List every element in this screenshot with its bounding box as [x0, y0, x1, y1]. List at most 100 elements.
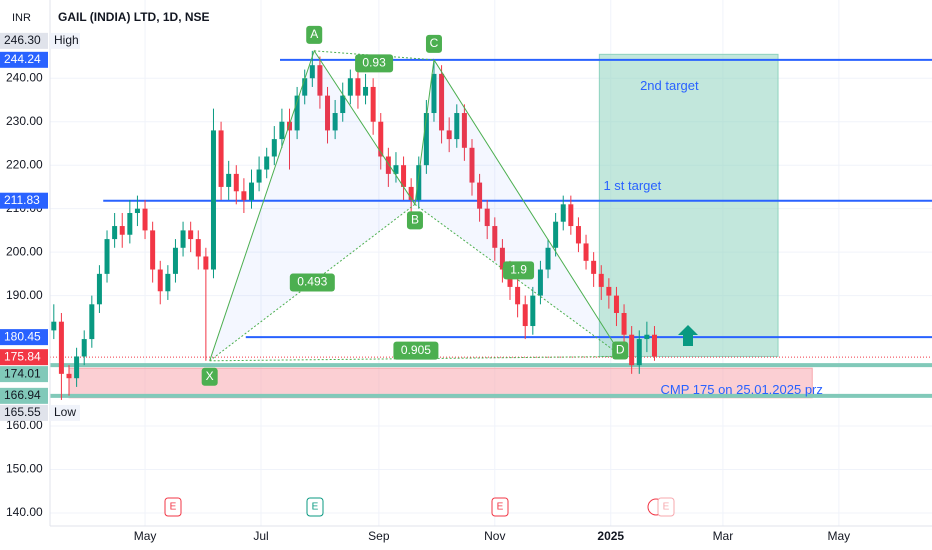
y-tick-label: 200.00	[6, 244, 43, 258]
candle-body	[332, 113, 338, 131]
price-tag	[0, 51, 48, 68]
candle-body	[446, 130, 452, 140]
candle-body	[294, 95, 300, 131]
earnings-label: E	[497, 502, 504, 513]
candle-body	[317, 65, 323, 96]
candles	[51, 50, 657, 400]
prz-label: CMP 175 on 25.01.2025 prz	[661, 382, 823, 397]
pattern: 0.93 0.493 1.9 0.905 X A B C D	[201, 25, 629, 386]
price-tag	[0, 192, 48, 209]
price-tag	[0, 366, 48, 383]
x-tick-label: Mar	[713, 529, 734, 543]
candle-body	[264, 156, 270, 170]
candle-body	[241, 191, 247, 200]
candle-body	[439, 73, 445, 131]
y-tick-label: 140.00	[6, 505, 43, 519]
pattern-fill	[414, 59, 623, 357]
candle-body	[553, 221, 559, 248]
candle-body	[210, 130, 216, 270]
candle-body	[416, 165, 422, 200]
point-badge	[425, 34, 442, 53]
price-tag	[0, 404, 48, 421]
candle-body	[560, 204, 566, 222]
candle-body	[134, 208, 140, 214]
point-label: X	[206, 369, 214, 383]
candle-body	[606, 286, 612, 296]
candle-body	[142, 208, 148, 231]
ratio-label: 0.493	[297, 275, 327, 289]
ratio-badge	[393, 341, 439, 360]
candle-body	[515, 286, 521, 305]
candle-body	[112, 226, 118, 240]
x-tick-label: Jul	[253, 529, 268, 543]
candle-body	[127, 213, 133, 235]
candle-body	[180, 230, 186, 248]
price-tag-label: 165.55	[4, 405, 41, 419]
currency: INR	[12, 12, 31, 24]
candle-body	[378, 121, 384, 157]
candle-body	[629, 334, 635, 366]
price-note: Low	[54, 405, 76, 419]
candle-body	[621, 312, 627, 335]
candle-body	[598, 273, 604, 287]
ratio-line	[414, 203, 623, 357]
price-tag-label: 180.45	[4, 329, 41, 343]
point-label: C	[430, 36, 439, 50]
candle-body	[545, 247, 551, 270]
point-label: D	[616, 343, 625, 357]
point-badge	[201, 367, 218, 386]
candle-body	[393, 165, 399, 174]
chart-title: GAIL (INDIA) LTD, 1D, NSE	[58, 10, 210, 24]
target-label: 2nd target	[640, 78, 699, 93]
candle-body	[81, 339, 87, 357]
price-tag	[0, 32, 48, 49]
candle-body	[469, 147, 475, 183]
y-tick-label: 240.00	[6, 70, 43, 84]
candle-body	[355, 78, 361, 96]
earnings-badge	[657, 497, 675, 517]
y-tick-label: 220.00	[6, 157, 43, 171]
target-box	[598, 53, 779, 357]
candle-body	[568, 204, 574, 227]
point-badge	[612, 341, 629, 360]
axis: 240.00230.00220.00210.00200.00190.00160.…	[6, 70, 850, 543]
candle-body	[89, 304, 95, 340]
candle-body	[287, 121, 293, 131]
price-tag-label: 174.01	[4, 366, 41, 380]
candle-body	[309, 65, 315, 79]
candle-body	[575, 226, 581, 244]
candle-body	[408, 186, 414, 200]
y-tick-label: 160.00	[6, 418, 43, 432]
candle-body	[423, 113, 429, 166]
price-tag-label: 246.30	[4, 33, 41, 47]
candle-body	[477, 182, 483, 209]
candle-body	[256, 169, 262, 183]
candle-body	[613, 295, 619, 313]
ratio-badge	[355, 54, 394, 73]
candle-body	[522, 304, 528, 327]
candle-body	[104, 239, 110, 274]
candle-body	[499, 247, 505, 270]
ratio-badge	[503, 261, 535, 280]
candle-body	[340, 95, 346, 114]
candle-body	[370, 86, 376, 122]
point-label: B	[411, 212, 419, 226]
candle-body	[96, 273, 102, 305]
ratio-label: 1.9	[510, 263, 527, 277]
candle-body	[461, 113, 467, 148]
price-tag-label: 211.83	[4, 193, 40, 207]
candle-body	[271, 139, 277, 157]
candle-body	[51, 321, 57, 331]
candle-body	[119, 226, 125, 235]
candle-body	[279, 121, 285, 140]
candle-body	[530, 295, 536, 327]
candle-body	[484, 208, 490, 227]
y-tick-label: 230.00	[6, 114, 43, 128]
candle-body	[172, 247, 178, 274]
candle-body	[636, 339, 642, 366]
price-tag-label: 166.94	[4, 388, 41, 402]
earnings-label: E	[663, 502, 670, 513]
x-tick-label: May	[134, 529, 157, 543]
